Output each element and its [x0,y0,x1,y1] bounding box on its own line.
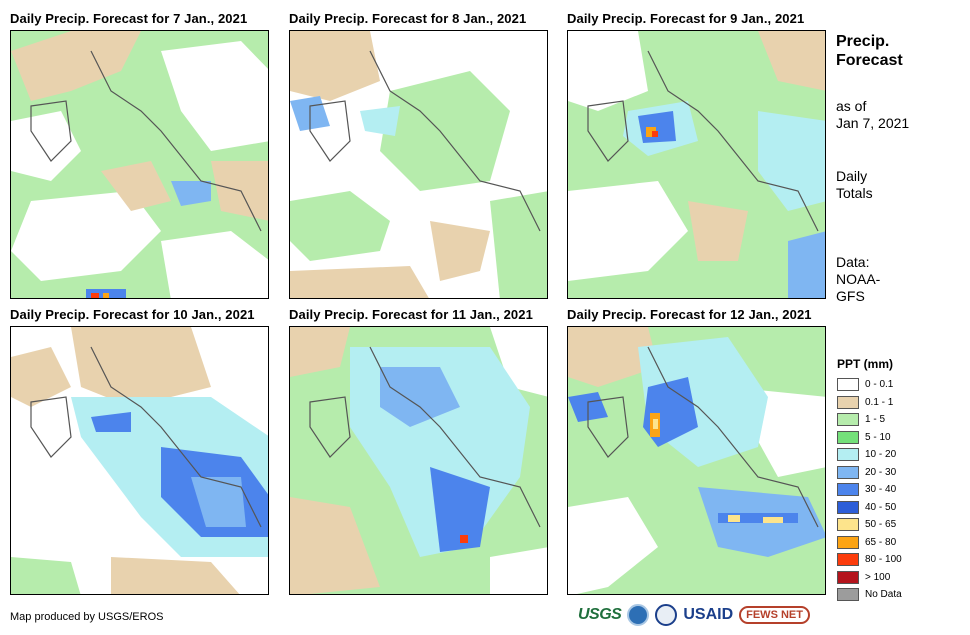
legend-swatch [837,553,859,567]
partner-logos: USGS USAID FEWS NET [578,604,810,626]
legend-label: 5 - 10 [865,431,891,443]
panel-title-jan-9: Daily Precip. Forecast for 9 Jan., 2021 [567,11,805,26]
legend-item: 5 - 10 [837,429,902,447]
map-panel-jan-7 [10,30,269,299]
precip-map-jan-8 [290,31,547,298]
legend-label: 0 - 0.1 [865,379,894,391]
panel-title-jan-10: Daily Precip. Forecast for 10 Jan., 2021 [10,307,255,322]
legend-swatch [837,378,859,392]
legend-label: No Data [865,589,902,601]
usgs-logo: USGS [578,606,622,623]
legend-label: > 100 [865,571,891,583]
legend-label: 65 - 80 [865,536,897,548]
daily-totals-line-2: Totals [836,185,873,201]
legend-swatch [837,465,859,479]
legend-item: 80 - 100 [837,551,902,569]
legend-item: 10 - 20 [837,446,902,464]
noaa-seal-icon [627,604,650,626]
legend-swatch [837,570,859,584]
legend-item: 50 - 65 [837,516,902,534]
map-panel-jan-12 [567,326,826,595]
legend-label: 50 - 65 [865,519,897,531]
legend-label: 1 - 5 [865,414,886,426]
data-source-line-3: GFS [836,288,865,304]
precip-map-jan-12 [568,327,825,594]
panel-title-jan-12: Daily Precip. Forecast for 12 Jan., 2021 [567,307,812,322]
legend-label: 20 - 30 [865,466,897,478]
data-source-label: Data: NOAA- GFS [836,254,880,305]
fews-net-logo: FEWS NET [739,606,810,624]
daily-totals-line-1: Daily [836,168,868,184]
precip-map-jan-7 [11,31,268,298]
legend-label: 0.1 - 1 [865,396,894,408]
legend-swatch [837,413,859,427]
legend-label: 30 - 40 [865,484,897,496]
legend-item: 40 - 50 [837,499,902,517]
legend-swatch [837,448,859,462]
legend: 0 - 0.1 0.1 - 1 1 - 5 5 - 10 10 - 20 20 … [837,376,902,604]
daily-totals-label: Daily Totals [836,168,873,202]
legend-label: 40 - 50 [865,501,897,513]
as-of-line-2: Jan 7, 2021 [836,115,910,131]
map-panel-jan-8 [289,30,548,299]
legend-item: > 100 [837,569,902,587]
legend-swatch [837,535,859,549]
map-panel-jan-9 [567,30,826,299]
usaid-seal-icon [655,604,678,626]
as-of-date: as of Jan 7, 2021 [836,98,909,132]
forecast-title-line-1: Precip. [836,33,890,50]
legend-item: 65 - 80 [837,534,902,552]
legend-item: 0 - 0.1 [837,376,902,394]
legend-item: 20 - 30 [837,464,902,482]
precip-map-jan-11 [290,327,547,594]
legend-label: 10 - 20 [865,449,897,461]
forecast-title-line-2: Forecast [836,52,903,69]
legend-swatch [837,430,859,444]
legend-item: 30 - 40 [837,481,902,499]
legend-swatch [837,588,859,602]
legend-swatch [837,500,859,514]
panel-title-jan-7: Daily Precip. Forecast for 7 Jan., 2021 [10,11,248,26]
usaid-logo: USAID [683,606,734,623]
precip-map-jan-10 [11,327,268,594]
panel-title-jan-11: Daily Precip. Forecast for 11 Jan., 2021 [289,307,533,322]
data-source-line-1: Data: [836,254,870,270]
precip-map-jan-9 [568,31,825,298]
legend-label: 80 - 100 [865,554,902,566]
as-of-line-1: as of [836,98,867,114]
panel-title-jan-8: Daily Precip. Forecast for 8 Jan., 2021 [289,11,527,26]
map-credit: Map produced by USGS/EROS [10,611,164,623]
legend-item: 1 - 5 [837,411,902,429]
legend-item: 0.1 - 1 [837,394,902,412]
map-panel-jan-10 [10,326,269,595]
legend-item: No Data [837,586,902,604]
data-source-line-2: NOAA- [836,271,881,287]
legend-swatch [837,518,859,532]
map-panel-jan-11 [289,326,548,595]
legend-title: PPT (mm) [837,357,894,371]
legend-swatch [837,395,859,409]
forecast-title: Precip. Forecast [836,32,903,70]
legend-swatch [837,483,859,497]
